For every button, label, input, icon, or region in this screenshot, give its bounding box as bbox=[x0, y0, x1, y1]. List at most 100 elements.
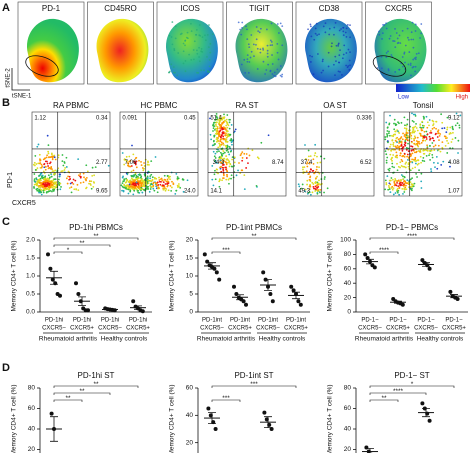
flow-event bbox=[68, 175, 71, 178]
tsne-cell bbox=[250, 50, 253, 53]
tsne-cell bbox=[257, 30, 260, 33]
flow-event bbox=[86, 170, 89, 173]
flow-event bbox=[217, 132, 220, 135]
flow-event bbox=[419, 149, 422, 152]
tsne-cell bbox=[412, 38, 415, 41]
flow-event bbox=[140, 164, 143, 167]
flow-event bbox=[218, 142, 221, 145]
flow-event bbox=[388, 122, 391, 125]
flow-event bbox=[222, 138, 225, 141]
y-tick-label: 0.5 bbox=[26, 291, 35, 298]
flow-event bbox=[404, 136, 407, 139]
tsne-cell bbox=[412, 46, 415, 49]
flow-event bbox=[132, 169, 135, 172]
tsne-cell bbox=[171, 43, 174, 46]
flow-event bbox=[248, 154, 251, 157]
flow-event bbox=[318, 172, 321, 175]
tsne-cell bbox=[309, 54, 311, 57]
flow-event bbox=[240, 152, 243, 155]
y-tick-label: 80 bbox=[28, 385, 36, 392]
flow-event bbox=[47, 174, 50, 177]
chart-title: PD-1int PBMCs bbox=[226, 223, 282, 232]
tsne-cell bbox=[310, 25, 312, 28]
flow-event bbox=[435, 156, 438, 158]
flow-event bbox=[396, 162, 398, 165]
flow-event bbox=[415, 140, 418, 142]
flow-event bbox=[138, 174, 141, 177]
flow-event bbox=[46, 177, 49, 180]
flow-event bbox=[400, 140, 403, 143]
tsne-cell bbox=[276, 51, 279, 54]
tsne-cell bbox=[277, 58, 280, 61]
flow-event bbox=[37, 178, 40, 181]
flow-event bbox=[225, 163, 228, 166]
flow-event bbox=[216, 126, 219, 128]
flow-event bbox=[243, 152, 246, 155]
flow-event bbox=[40, 181, 42, 184]
panel-label: A bbox=[2, 2, 10, 14]
flow-event bbox=[133, 174, 136, 177]
flow-event bbox=[448, 161, 451, 164]
flow-event bbox=[38, 184, 41, 187]
data-point bbox=[427, 418, 432, 423]
flow-event bbox=[225, 155, 228, 157]
tsne-cell bbox=[394, 28, 396, 30]
significance-bracket bbox=[211, 399, 241, 402]
flow-event bbox=[176, 177, 179, 180]
flow-event bbox=[221, 117, 224, 120]
flow-event bbox=[222, 135, 225, 138]
flow-event bbox=[308, 191, 311, 194]
y-tick-label: 100 bbox=[340, 237, 351, 244]
flow-event bbox=[404, 188, 406, 191]
flow-event bbox=[145, 179, 148, 182]
flow-event bbox=[396, 156, 399, 159]
flow-event bbox=[419, 126, 422, 129]
flow-event bbox=[213, 160, 216, 162]
data-point bbox=[420, 258, 425, 263]
tsne-cell bbox=[184, 40, 186, 42]
chart-title: PD-1hi PBMCs bbox=[69, 223, 123, 232]
tsne-cell bbox=[380, 67, 383, 70]
tsne-cell bbox=[259, 27, 262, 30]
tsne-cell bbox=[376, 67, 379, 69]
flow-event bbox=[221, 164, 224, 166]
tsne-cell bbox=[255, 44, 257, 46]
flow-event bbox=[457, 152, 459, 154]
flow-event bbox=[76, 183, 79, 186]
tsne-cell bbox=[420, 32, 423, 35]
flow-event bbox=[414, 115, 417, 117]
flow-event bbox=[405, 188, 408, 191]
flow-event bbox=[162, 181, 165, 184]
flow-event bbox=[443, 135, 446, 138]
x-tick-label: CXCR5+ bbox=[70, 326, 94, 332]
flow-event bbox=[401, 138, 404, 141]
flow-event bbox=[65, 177, 68, 180]
significance-label: ** bbox=[251, 233, 257, 240]
flow-event bbox=[255, 184, 258, 187]
flow-event bbox=[395, 137, 398, 140]
flow-event bbox=[224, 134, 227, 137]
tsne-cell bbox=[196, 52, 199, 55]
flow-event bbox=[166, 180, 169, 183]
flow-event bbox=[414, 125, 417, 128]
flow-event bbox=[59, 182, 62, 185]
flow-event bbox=[39, 186, 42, 189]
flow-event bbox=[223, 151, 226, 154]
flow-event bbox=[397, 185, 400, 187]
flow-event bbox=[34, 155, 37, 157]
flow-event bbox=[385, 153, 388, 156]
flow-event bbox=[237, 169, 239, 172]
flow-event bbox=[399, 183, 402, 186]
flow-event bbox=[149, 177, 152, 180]
flow-event bbox=[221, 128, 224, 130]
x-tick-label: CXCR5+ bbox=[386, 326, 410, 332]
tsne-cell bbox=[192, 49, 195, 51]
tsne-cell bbox=[316, 34, 319, 36]
flow-event bbox=[438, 139, 440, 142]
tsne-cell bbox=[417, 52, 420, 55]
tsne-cell bbox=[408, 51, 411, 53]
marker-label: CD38 bbox=[319, 4, 340, 13]
flow-event bbox=[45, 185, 48, 188]
data-point bbox=[86, 308, 90, 313]
